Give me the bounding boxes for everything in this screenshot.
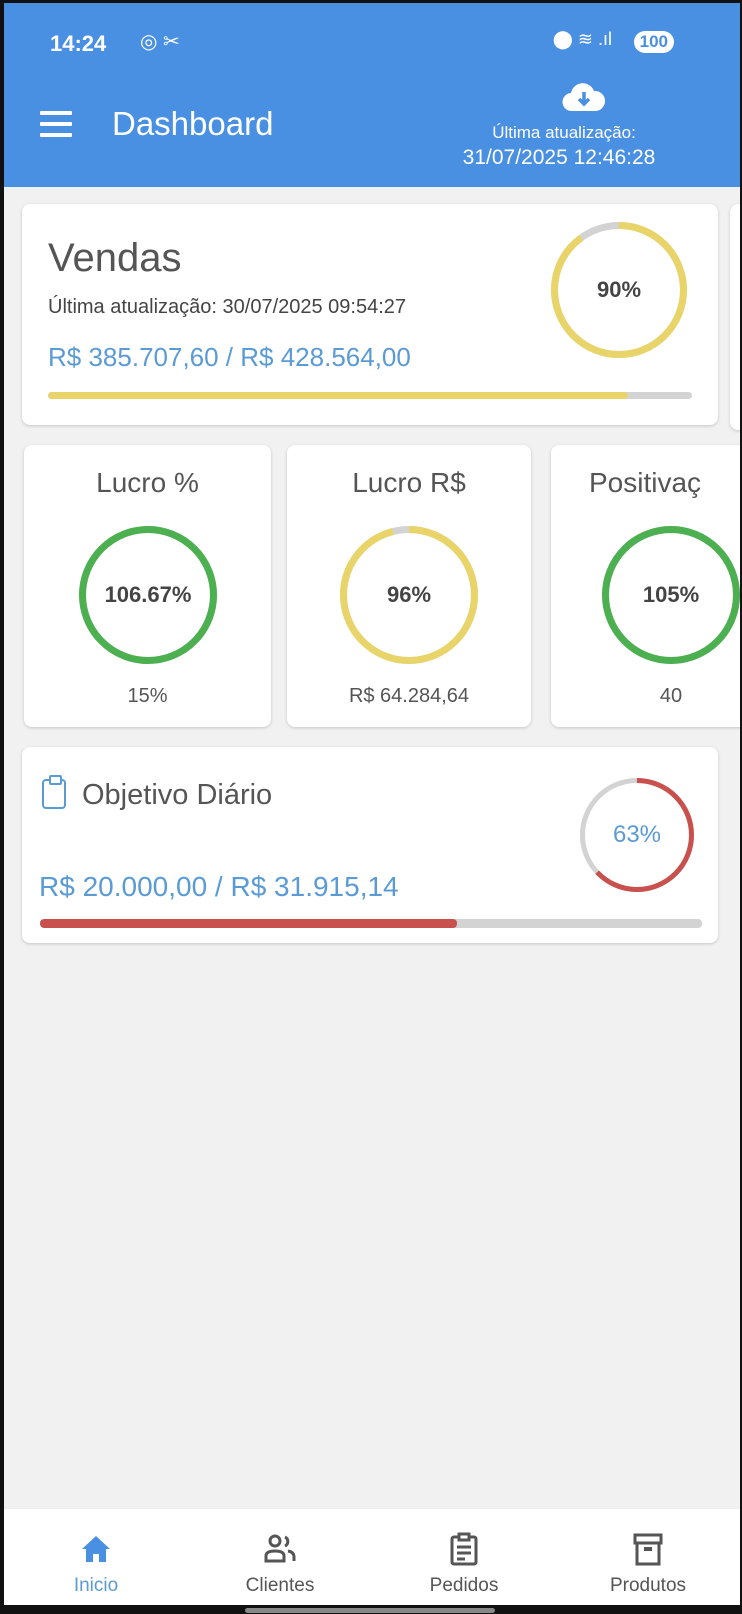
metric-card-lucro-percent[interactable]: Lucro % 106.67% 15% (24, 445, 271, 727)
nav-label: Clientes (245, 1575, 315, 1596)
nav-item-clientes[interactable]: Clientes (188, 1509, 372, 1605)
metric-title: Lucro R$ (352, 467, 466, 498)
clipboard-icon (42, 775, 66, 809)
menu-icon[interactable] (40, 111, 72, 137)
vendas-value: R$ 385.707,60 / R$ 428.564,00 (48, 342, 411, 372)
metric-progress-ring: 106.67% (78, 525, 218, 665)
vendas-title: Vendas (48, 236, 182, 280)
cloud-download-icon[interactable] (562, 81, 606, 113)
page-title: Dashboard (112, 105, 274, 142)
nav-item-inicio[interactable]: Inicio (4, 1509, 188, 1605)
bottom-navigation: Inicio Clientes Pedidos Produtos (4, 1508, 740, 1605)
status-time: 14:24 (50, 31, 107, 56)
nav-label: Produtos (609, 1575, 687, 1596)
metric-footer: 15% (127, 685, 168, 707)
vendas-card[interactable]: Vendas Última atualização: 30/07/2025 09… (22, 204, 718, 425)
home-icon (82, 1536, 110, 1562)
location-wifi-signal-icons: ⬤ ≋ .ıl (552, 29, 612, 49)
ring-progress (79, 526, 217, 664)
vendas-last-update: Última atualização: 30/07/2025 09:54:27 (48, 296, 407, 318)
ring-svg (602, 526, 740, 664)
objetivo-title: Objetivo Diário (82, 779, 273, 811)
nav-label: Pedidos (429, 1575, 499, 1596)
screen: 14:24 ◎ ✂ ⬤ ≋ .ıl 100 Dashboard Última a… (4, 3, 740, 1605)
ring-progress (340, 526, 478, 664)
metric-card-positivacao[interactable]: Positivaç 105% 40 (551, 445, 740, 727)
objetivo-value: R$ 20.000,00 / R$ 31.915,14 (39, 871, 399, 902)
vendas-progress-fill (48, 392, 628, 399)
vendas-percent: 90% (596, 277, 642, 302)
ring-svg (580, 778, 694, 892)
ring-svg (551, 222, 687, 358)
vendas-progress-bar (48, 392, 692, 399)
nav-item-produtos[interactable]: Produtos (556, 1509, 740, 1605)
ring-progress (602, 526, 740, 664)
battery-indicator: 100 (633, 31, 674, 53)
metric-progress-ring: 105% (601, 525, 740, 665)
people-icon (264, 1534, 296, 1563)
metric-percent: 96% (386, 582, 432, 607)
objetivo-progress-bar (40, 919, 702, 928)
metric-card-lucro-reais[interactable]: Lucro R$ 96% R$ 64.284,64 (287, 445, 531, 727)
ring-progress (580, 778, 694, 892)
nav-item-pedidos[interactable]: Pedidos (372, 1509, 556, 1605)
metric-percent: 106.67% (104, 582, 192, 607)
ring-svg (340, 526, 478, 664)
next-card-peek (730, 204, 740, 430)
metric-progress-ring: 96% (339, 525, 479, 665)
status-notification-icons: ◎ ✂ (140, 31, 180, 53)
vendas-progress-ring: 90% (550, 221, 688, 359)
clipboard-icon (450, 1532, 478, 1566)
metric-title: Lucro % (96, 467, 199, 498)
last-update-date: 31/07/2025 12:46:28 (462, 146, 656, 169)
archive-box-icon (633, 1533, 663, 1566)
app-header: 14:24 ◎ ✂ ⬤ ≋ .ıl 100 Dashboard Última a… (4, 3, 740, 187)
metric-percent: 105% (642, 582, 700, 607)
objetivo-percent: 63% (612, 821, 662, 848)
objetivo-progress-fill (40, 919, 458, 928)
nav-label: Inicio (73, 1575, 119, 1596)
objetivo-progress-ring: 63% (579, 777, 695, 893)
metric-footer: R$ 64.284,64 (348, 685, 470, 707)
home-indicator[interactable] (245, 1608, 495, 1613)
ring-progress (551, 222, 687, 358)
metric-footer: 40 (659, 685, 683, 707)
last-update-label: Última atualização: (492, 123, 636, 142)
metric-title: Positivaç (589, 467, 702, 498)
objetivo-diario-card[interactable]: Objetivo Diário R$ 20.000,00 / R$ 31.915… (22, 747, 718, 943)
ring-svg (79, 526, 217, 664)
